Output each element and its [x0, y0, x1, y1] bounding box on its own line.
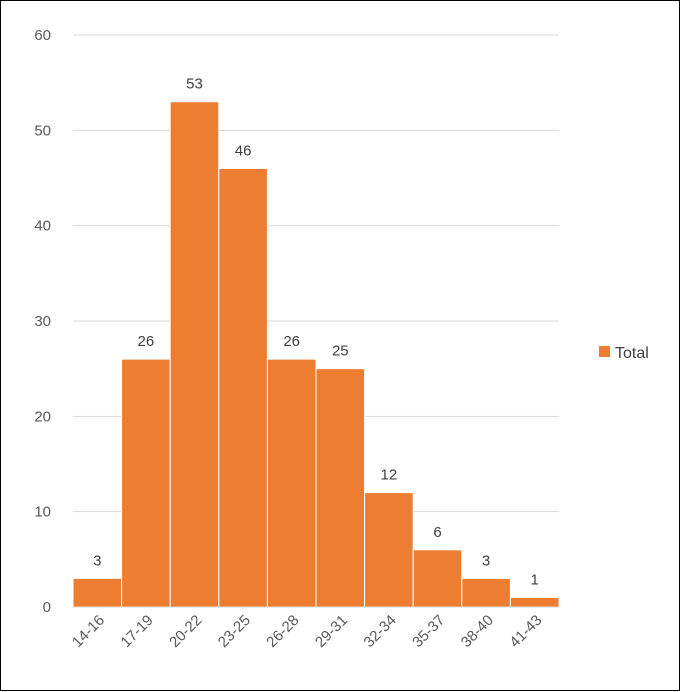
data-label: 26 — [138, 333, 155, 350]
bar-17-19 — [121, 358, 171, 608]
bar-20-22 — [169, 101, 220, 608]
x-tick-label: 17-19 — [118, 612, 157, 651]
data-label: 46 — [235, 142, 252, 159]
data-label: 6 — [433, 524, 441, 541]
bar-41-43 — [509, 596, 560, 608]
data-label: 53 — [186, 76, 203, 93]
x-tick-label: 38-40 — [458, 612, 497, 651]
x-tick-label: 41-43 — [506, 612, 545, 651]
x-tick-label: 14-16 — [69, 612, 108, 651]
y-axis: 0 10 20 30 40 50 60 — [34, 27, 51, 616]
data-label: 3 — [482, 552, 490, 569]
x-axis: 14-16 17-19 20-22 23-25 26-28 29-31 32-34 35-37… — [69, 606, 559, 651]
x-tick-label: 35-37 — [409, 612, 448, 651]
bars — [72, 101, 560, 608]
data-label: 1 — [531, 571, 539, 588]
y-tick-label: 60 — [34, 27, 51, 44]
bar-14-16 — [72, 577, 123, 608]
bar-38-40 — [461, 577, 511, 608]
data-label: 3 — [93, 552, 101, 569]
x-tick-label: 20-22 — [166, 612, 205, 651]
x-tick-label: 32-34 — [361, 612, 400, 651]
y-tick-label: 40 — [34, 218, 51, 235]
legend-label: Total — [615, 345, 649, 362]
x-tick-label: 23-25 — [215, 612, 254, 651]
legend: Total — [599, 345, 649, 362]
data-label: 26 — [283, 333, 300, 350]
legend-swatch — [599, 346, 610, 357]
bar-29-31 — [315, 368, 366, 608]
data-labels: 3 26 53 46 26 25 12 6 3 1 — [93, 76, 539, 589]
data-label: 25 — [332, 343, 349, 360]
y-tick-label: 20 — [34, 408, 51, 425]
x-tick-label: 29-31 — [312, 612, 351, 651]
x-tick-label: 26-28 — [263, 612, 302, 651]
y-tick-label: 0 — [43, 599, 51, 616]
y-tick-label: 30 — [34, 313, 51, 330]
bar-32-34 — [364, 492, 414, 608]
bar-26-28 — [266, 358, 317, 608]
bar-23-25 — [218, 167, 268, 608]
y-tick-label: 50 — [34, 122, 51, 139]
y-tick-label: 10 — [34, 504, 51, 521]
bar-35-37 — [412, 549, 463, 608]
data-label: 12 — [381, 467, 398, 484]
